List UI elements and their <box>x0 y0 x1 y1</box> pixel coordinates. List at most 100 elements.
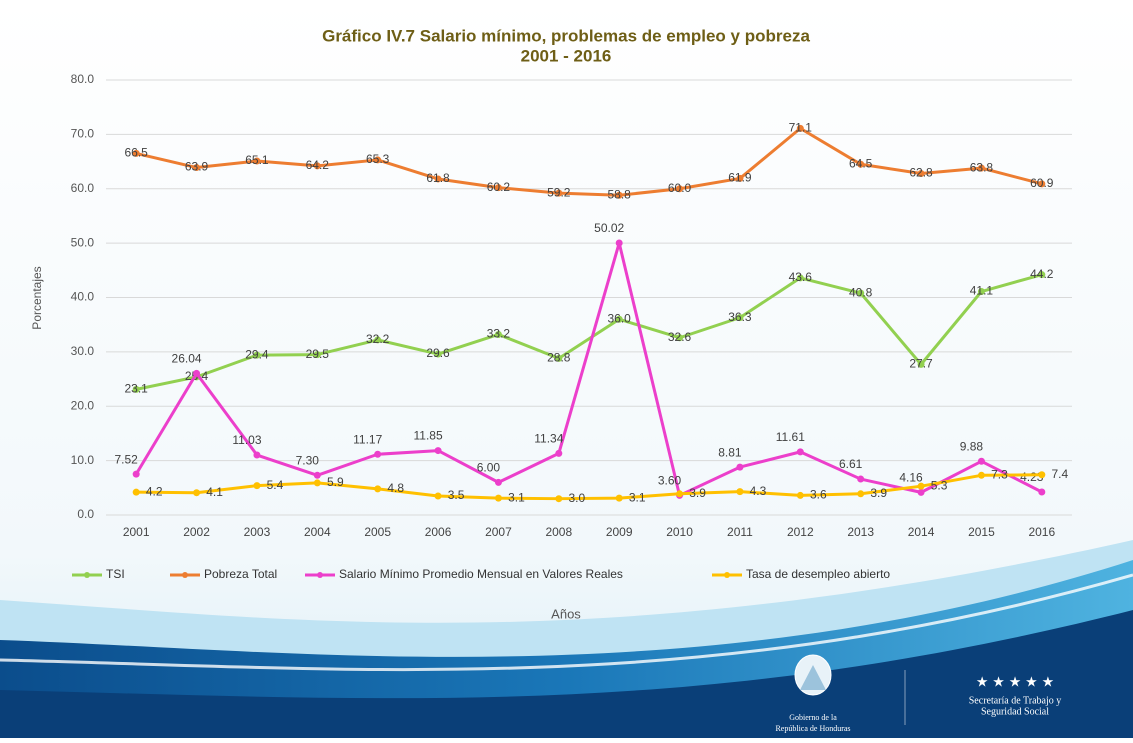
data-label: 28.8 <box>547 351 571 365</box>
point <box>133 489 140 496</box>
data-label: 58.8 <box>608 187 632 201</box>
data-label: 60.9 <box>1030 176 1054 190</box>
point <box>918 483 925 490</box>
point <box>133 471 140 478</box>
x-tick-label: 2009 <box>606 525 633 539</box>
point <box>616 495 623 502</box>
data-label: 36.0 <box>608 311 632 325</box>
legend-label: Tasa de desempleo abierto <box>746 567 890 581</box>
data-label: 7.30 <box>296 453 320 467</box>
data-label: 4.8 <box>387 481 404 495</box>
government-name: República de Honduras <box>775 724 850 733</box>
y-tick-label: 10.0 <box>71 453 95 467</box>
point <box>495 479 502 486</box>
point <box>555 495 562 502</box>
stars: ★ ★ ★ ★ ★ <box>976 674 1054 690</box>
data-label: 63.8 <box>970 160 994 174</box>
data-label: 43.6 <box>789 270 813 284</box>
data-label: 29.5 <box>306 347 330 361</box>
y-tick-label: 70.0 <box>71 127 95 141</box>
data-label: 3.5 <box>448 488 465 502</box>
point <box>435 447 442 454</box>
data-label: 44.2 <box>1030 267 1054 281</box>
data-label: 6.61 <box>839 457 863 471</box>
legend-marker <box>724 572 730 578</box>
legend-marker <box>182 572 188 578</box>
data-label: 40.8 <box>849 285 873 299</box>
y-tick-label: 0.0 <box>77 507 94 521</box>
data-label: 9.88 <box>960 439 984 453</box>
data-label: 50.02 <box>594 221 624 235</box>
y-tick-label: 80.0 <box>71 72 95 86</box>
data-label: 29.6 <box>426 346 450 360</box>
data-label: 65.1 <box>245 153 269 167</box>
point <box>374 451 381 458</box>
point <box>797 492 804 499</box>
y-tick-label: 20.0 <box>71 398 95 412</box>
x-tick-label: 2012 <box>787 525 814 539</box>
legend-label: Salario Mínimo Promedio Mensual en Valor… <box>339 567 623 581</box>
point <box>797 448 804 455</box>
data-label: 64.2 <box>306 158 330 172</box>
data-label: 29.4 <box>245 347 269 361</box>
data-label: 26.04 <box>172 352 202 366</box>
x-tick-label: 2011 <box>727 525 753 539</box>
point <box>978 472 985 479</box>
data-label: 11.34 <box>534 432 563 446</box>
y-tick-label: 60.0 <box>71 181 95 195</box>
data-label: 5.9 <box>327 475 344 489</box>
data-label: 3.1 <box>508 490 525 504</box>
data-label: 41.1 <box>970 284 994 298</box>
point <box>314 472 321 479</box>
x-axis-title: Años <box>551 606 581 621</box>
data-label: 3.60 <box>658 474 682 488</box>
legend-marker <box>317 572 323 578</box>
data-label: 5.3 <box>931 478 948 492</box>
point <box>435 492 442 499</box>
point <box>314 479 321 486</box>
data-label: 65.3 <box>366 152 390 166</box>
data-label: 3.6 <box>810 488 827 502</box>
data-label: 11.03 <box>232 433 261 447</box>
data-label: 11.85 <box>413 429 442 443</box>
point <box>1038 471 1045 478</box>
point <box>918 489 925 496</box>
data-label: 64.5 <box>849 156 873 170</box>
data-label: 62.8 <box>909 166 933 180</box>
data-label: 4.1 <box>206 485 223 499</box>
legend-label: Pobreza Total <box>204 567 277 581</box>
data-label: 60.0 <box>668 181 692 195</box>
x-tick-label: 2007 <box>485 525 512 539</box>
data-label: 33.2 <box>487 327 511 341</box>
data-label: 66.5 <box>125 146 149 160</box>
point <box>616 240 623 247</box>
legend-label: TSI <box>106 567 125 581</box>
data-label: 36.3 <box>728 310 752 324</box>
y-tick-label: 50.0 <box>71 235 95 249</box>
data-label: 63.9 <box>185 160 209 174</box>
point <box>676 490 683 497</box>
slide: Gobierno de la República de Honduras ★ ★… <box>0 0 1133 738</box>
point <box>253 482 260 489</box>
ministry-name: Seguridad Social <box>981 706 1049 717</box>
x-tick-label: 2004 <box>304 525 331 539</box>
point <box>736 464 743 471</box>
chart-subtitle: 2001 - 2016 <box>521 46 612 65</box>
x-tick-label: 2003 <box>244 525 271 539</box>
point <box>374 485 381 492</box>
data-label: 8.81 <box>718 445 742 459</box>
point <box>978 458 985 465</box>
x-tick-label: 2013 <box>847 525 874 539</box>
point <box>1038 488 1045 495</box>
data-label: 5.4 <box>267 478 284 492</box>
y-axis-title: Porcentajes <box>30 266 44 329</box>
x-tick-label: 2015 <box>968 525 995 539</box>
data-label: 61.8 <box>426 171 450 185</box>
x-tick-label: 2002 <box>183 525 210 539</box>
data-label: 27.7 <box>909 357 933 371</box>
data-label: 7.52 <box>115 452 139 466</box>
point <box>495 495 502 502</box>
x-tick-label: 2006 <box>425 525 452 539</box>
data-label: 3.1 <box>629 490 646 504</box>
point <box>193 489 200 496</box>
